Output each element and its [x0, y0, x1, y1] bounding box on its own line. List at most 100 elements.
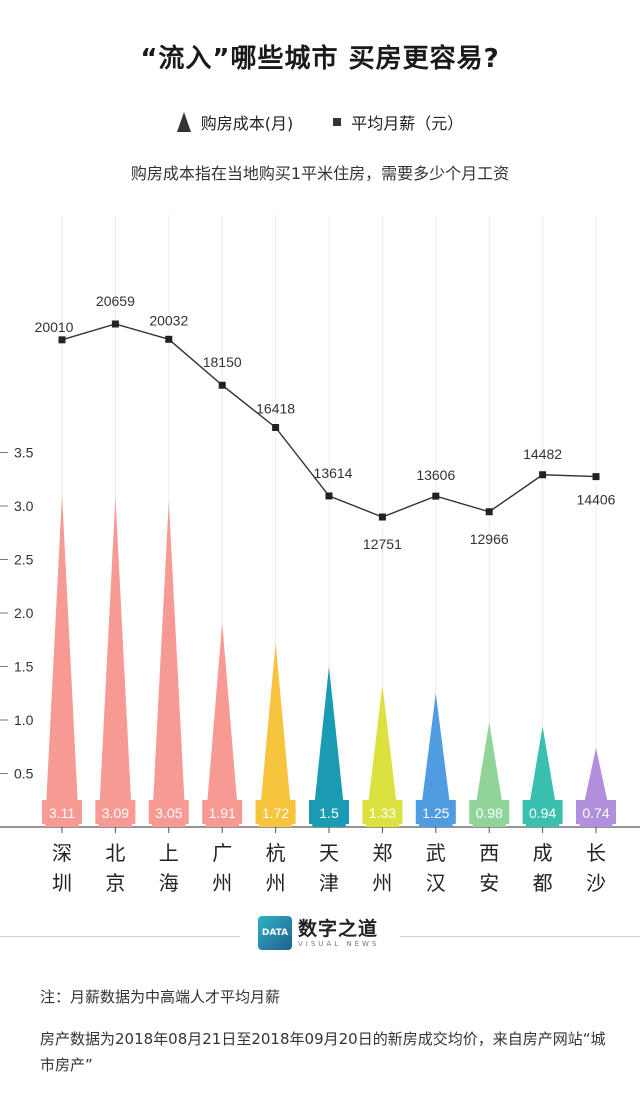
- salary-point-1: [111, 320, 119, 328]
- cost-label-box-9: [522, 800, 563, 824]
- category-label-1-1: 京: [105, 871, 125, 895]
- brand: DATA 数字之道 VISUAL NEWS: [258, 916, 379, 950]
- salary-point-7: [432, 492, 440, 500]
- cost-data-label-3: 1.91: [209, 805, 236, 821]
- category-label-5-1: 津: [319, 871, 339, 895]
- cost-data-label-1: 3.09: [102, 805, 129, 821]
- cost-bar-1: [98, 496, 133, 827]
- cost-label-box-8: [469, 800, 510, 824]
- cost-bar-7: [418, 693, 453, 827]
- cost-label-box-3: [202, 800, 243, 824]
- salary-data-label-6: 12751: [363, 536, 402, 552]
- salary-point-0: [58, 336, 66, 344]
- salary-data-label-7: 13606: [416, 467, 455, 483]
- cost-label-box-6: [362, 800, 403, 824]
- y-tick-label-5: 3.0: [14, 498, 34, 514]
- legend-cost-label: 购房成本(月): [200, 114, 294, 133]
- salary-data-label-0: 20010: [35, 319, 74, 335]
- cost-data-label-2: 3.05: [155, 805, 182, 821]
- chart-subtitle: 购房成本指在当地购买1平米住房，需要多少个月工资: [130, 164, 510, 183]
- salary-data-label-8: 12966: [470, 531, 509, 547]
- salary-point-9: [539, 471, 547, 479]
- salary-data-label-2: 20032: [149, 312, 188, 328]
- cost-label-box-1: [95, 800, 136, 824]
- divider-right: [400, 936, 640, 937]
- chart-canvas: 0.5 1.0 1.5 2.0 2.5 3.0 3.5 3.11 3.09 3.05 1.91 1.7…: [0, 215, 640, 895]
- category-label-3-1: 州: [212, 871, 232, 895]
- salary-point-5: [325, 492, 333, 500]
- cost-data-label-0: 3.11: [49, 805, 75, 821]
- y-tick-label-4: 2.5: [14, 552, 34, 568]
- category-label-9-0: 成: [533, 841, 553, 865]
- salary-data-label-9: 14482: [523, 446, 562, 462]
- cost-bar-3: [205, 622, 240, 827]
- category-label-6-0: 郑: [372, 841, 392, 865]
- category-label-3-0: 广: [212, 841, 232, 865]
- category-label-1-0: 北: [105, 841, 125, 865]
- cost-data-label-6: 1.33: [369, 805, 396, 821]
- category-label-4-1: 州: [266, 871, 286, 895]
- category-label-8-1: 安: [479, 871, 499, 895]
- salary-data-label-1: 20659: [96, 293, 135, 309]
- cost-data-label-4: 1.72: [262, 805, 289, 821]
- cost-bar-0: [45, 494, 79, 827]
- category-label-4-0: 杭: [266, 841, 286, 865]
- y-tick-label-1: 1.0: [14, 712, 34, 728]
- y-tick-label-0: 0.5: [14, 766, 34, 782]
- chart-title: “流入”哪些城市 买房更容易?: [140, 44, 500, 74]
- y-tick-label-6: 3.5: [14, 445, 34, 461]
- category-label-6-1: 州: [372, 871, 392, 895]
- category-label-5-0: 天: [319, 841, 339, 865]
- cost-bar-6: [365, 684, 400, 827]
- category-label-0-1: 圳: [52, 871, 72, 895]
- cost-bar-4: [258, 642, 293, 827]
- salary-point-8: [485, 508, 493, 516]
- cost-data-label-10: 0.74: [582, 805, 609, 821]
- triangle-icon: [176, 112, 191, 132]
- category-label-0-0: 深: [52, 841, 72, 865]
- brand-sub: VISUAL NEWS: [298, 940, 380, 948]
- note-salary: 注：月薪数据为中高端人才平均月薪: [40, 988, 281, 1006]
- legend-salary-label: 平均月薪（元）: [351, 114, 464, 133]
- salary-point-2: [165, 335, 173, 343]
- cost-data-label-9: 0.94: [529, 805, 556, 821]
- brand-logo: DATA: [258, 916, 292, 950]
- legend-item-cost: 购房成本(月): [176, 110, 294, 134]
- legend-item-salary: 平均月薪（元）: [333, 110, 463, 134]
- y-tick-label-3: 2.0: [14, 605, 34, 621]
- category-label-7-1: 汉: [426, 871, 446, 895]
- cost-label-box-0: [42, 800, 82, 824]
- note-source: 房产数据为2018年08月21日至2018年09月20日的新房成交均价，来自房产…: [40, 1030, 606, 1074]
- brand-name: 数字之道: [298, 918, 379, 940]
- cost-data-label-8: 0.98: [476, 805, 503, 821]
- category-label-2-1: 海: [159, 871, 179, 895]
- salary-data-label-4: 16418: [256, 401, 295, 417]
- cost-data-label-5: 1.5: [319, 805, 339, 821]
- cost-label-box-4: [255, 800, 296, 824]
- category-label-10-1: 沙: [586, 871, 606, 895]
- divider-left: [0, 936, 240, 937]
- cost-data-label-7: 1.25: [422, 805, 449, 821]
- square-marker-icon: [333, 118, 342, 126]
- cost-label-box-5: [309, 800, 349, 824]
- category-label-8-0: 西: [479, 841, 499, 865]
- salary-point-6: [378, 513, 386, 521]
- salary-data-label-10: 14406: [577, 492, 616, 508]
- salary-data-label-3: 18150: [203, 354, 242, 370]
- salary-data-label-5: 13614: [314, 465, 353, 481]
- salary-point-10: [592, 473, 600, 481]
- salary-point-4: [272, 424, 280, 432]
- category-label-7-0: 武: [426, 841, 446, 865]
- cost-bar-5: [312, 666, 346, 827]
- y-tick-label-2: 1.5: [14, 659, 34, 675]
- cost-label-box-2: [148, 800, 189, 824]
- category-label-9-1: 都: [533, 871, 553, 895]
- category-label-2-0: 上: [159, 841, 179, 865]
- salary-point-3: [218, 381, 226, 389]
- brand-text: 数字之道 VISUAL NEWS: [298, 918, 379, 948]
- category-label-10-0: 长: [586, 841, 606, 865]
- cost-label-box-10: [576, 800, 616, 824]
- cost-bar-2: [151, 500, 186, 827]
- legend: 购房成本(月) 平均月薪（元）: [0, 110, 640, 134]
- cost-label-box-7: [415, 800, 456, 824]
